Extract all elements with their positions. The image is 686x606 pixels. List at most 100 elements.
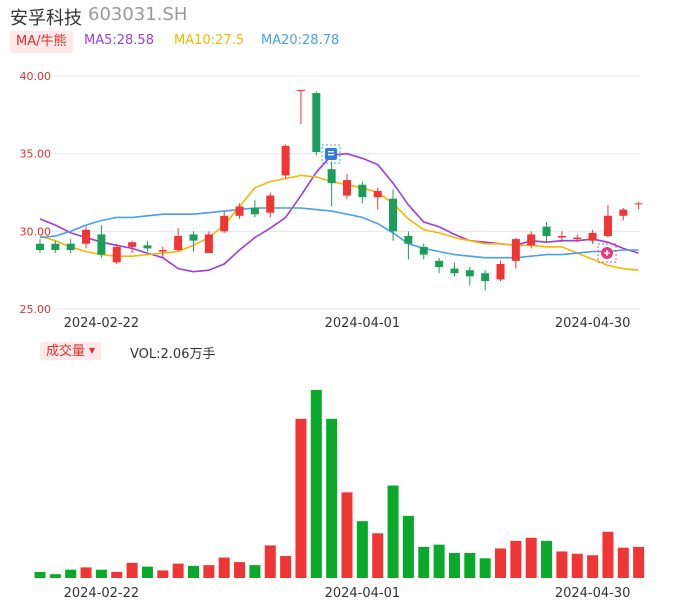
- caret-down-icon: ▼: [89, 346, 96, 355]
- candle[interactable]: [419, 243, 428, 260]
- candle[interactable]: [573, 234, 582, 243]
- stock-code: 603031.SH: [88, 4, 188, 25]
- volume-bar: [556, 551, 568, 578]
- candle[interactable]: [542, 222, 551, 243]
- candle-body: [373, 190, 382, 198]
- candle[interactable]: [312, 91, 321, 156]
- candle[interactable]: [527, 231, 536, 249]
- candle[interactable]: [588, 229, 597, 244]
- volume-bar: [80, 567, 92, 578]
- candle[interactable]: [158, 246, 167, 258]
- candle[interactable]: [465, 267, 474, 286]
- candles: [36, 89, 643, 291]
- candle[interactable]: [343, 173, 351, 199]
- volume-bar: [387, 485, 399, 578]
- event-marker-icon[interactable]: [597, 243, 617, 263]
- volume-bar: [188, 565, 199, 578]
- volume-selector-button[interactable]: 成交量 ▼: [40, 342, 102, 360]
- candle-body: [327, 169, 336, 184]
- candle-body: [296, 89, 305, 91]
- volume-bar: [633, 546, 645, 578]
- candle[interactable]: [51, 240, 60, 254]
- volume-bar: [464, 552, 476, 578]
- candle-body: [557, 235, 566, 238]
- y-axis: 40.00 35.00 30.00 25.00: [20, 70, 52, 316]
- volume-bar: [34, 571, 46, 578]
- volume-bar: [203, 565, 215, 578]
- candle-body: [496, 263, 505, 280]
- candle-body: [66, 243, 75, 250]
- candle[interactable]: [619, 208, 628, 221]
- volume-bar: [541, 540, 553, 578]
- candle[interactable]: [450, 262, 459, 277]
- candle-body: [634, 203, 643, 205]
- candle[interactable]: [481, 270, 490, 291]
- candle[interactable]: [266, 192, 275, 218]
- candle-body: [82, 229, 91, 244]
- candle[interactable]: [496, 260, 505, 282]
- candle-body: [435, 260, 444, 268]
- volume-bar: [157, 570, 169, 578]
- candle-body: [235, 206, 244, 216]
- volume-bar: [141, 566, 153, 578]
- candle[interactable]: [373, 187, 382, 210]
- candle[interactable]: [82, 226, 91, 249]
- volume-bar: [65, 569, 77, 578]
- candle-body: [450, 268, 459, 274]
- volume-bar: [448, 552, 460, 578]
- volume-bar: [495, 548, 506, 578]
- candle[interactable]: [557, 231, 566, 243]
- candle[interactable]: [235, 203, 244, 219]
- candle[interactable]: [389, 189, 398, 241]
- candle[interactable]: [220, 211, 229, 233]
- candle[interactable]: [358, 181, 367, 204]
- y-tick-label: 25.00: [20, 303, 52, 316]
- volume-bar: [126, 562, 138, 578]
- candle[interactable]: [143, 240, 152, 252]
- candle-body: [266, 195, 275, 213]
- candle[interactable]: [281, 144, 290, 179]
- candle-body: [220, 215, 229, 232]
- volume-bar: [310, 390, 322, 578]
- candle-body: [97, 234, 106, 255]
- x-tick-label: 2024-02-22: [64, 586, 140, 601]
- ma20-legend: MA20:28.78: [261, 33, 340, 48]
- ma-selector-button[interactable]: MA/牛熊: [10, 31, 73, 53]
- candle[interactable]: [511, 237, 520, 269]
- candle[interactable]: [36, 239, 44, 254]
- candle-body: [343, 180, 351, 196]
- ma20-line: [39, 207, 639, 259]
- volume-readout: VOL:2.06万手: [130, 347, 216, 362]
- candle-body: [158, 249, 167, 252]
- candle-body: [481, 273, 490, 282]
- candle[interactable]: [66, 239, 75, 254]
- candle-body: [112, 246, 121, 263]
- candle-body: [619, 209, 628, 216]
- candle[interactable]: [204, 231, 213, 254]
- volume-bar: [264, 545, 276, 578]
- news-marker-icon[interactable]: [321, 144, 341, 164]
- candle[interactable]: [189, 231, 198, 252]
- y-tick-label: 35.00: [20, 148, 52, 161]
- candle[interactable]: [634, 201, 643, 210]
- candle[interactable]: [128, 240, 137, 254]
- candle[interactable]: [603, 204, 612, 238]
- candle[interactable]: [250, 200, 259, 218]
- volume-bars: [34, 390, 645, 578]
- volume-bar: [326, 418, 338, 578]
- volume-bar: [510, 540, 522, 578]
- candle-body: [419, 246, 428, 255]
- candle-body: [358, 184, 367, 198]
- candle[interactable]: [296, 89, 305, 125]
- candle-body: [389, 198, 398, 232]
- volume-bar: [372, 533, 384, 578]
- candle[interactable]: [112, 243, 121, 264]
- candle[interactable]: [404, 231, 413, 260]
- candle[interactable]: [174, 228, 183, 252]
- ma5-legend: MA5:28.58: [84, 33, 154, 48]
- volume-bar: [571, 553, 583, 578]
- candle[interactable]: [435, 257, 444, 274]
- candle[interactable]: [97, 225, 106, 258]
- candle[interactable]: [327, 161, 336, 207]
